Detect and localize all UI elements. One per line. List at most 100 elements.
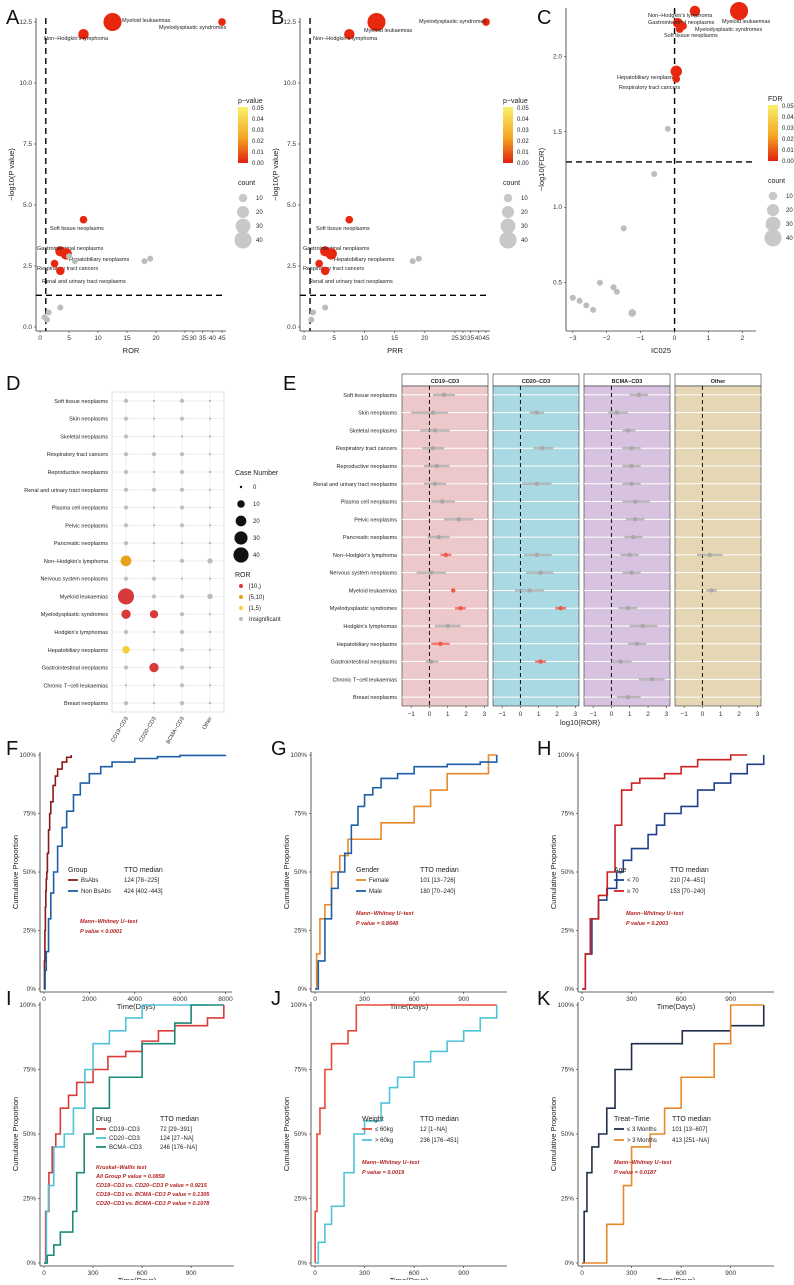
point (79, 215, 88, 224)
point-label: Non−Hodgkin's lymphoma (648, 13, 713, 19)
point (322, 304, 329, 311)
x-tick-label: 25 (181, 335, 189, 342)
estimate-point (629, 446, 634, 451)
x-tick-label: 1 (446, 711, 450, 718)
dot (208, 630, 212, 634)
ror-key (239, 606, 243, 610)
point (672, 75, 681, 83)
dot (179, 647, 185, 652)
ror-key (239, 584, 243, 588)
series-line (43, 755, 73, 990)
legend-median-title: TTO median (670, 867, 709, 874)
point (320, 266, 330, 276)
y-tick-label: 0.0 (23, 324, 32, 331)
ror-legend-title: ROR (235, 572, 251, 579)
dot (151, 452, 157, 457)
size-key (503, 193, 513, 203)
colorbar-tick: 0.04 (252, 117, 264, 123)
facet-panel (674, 385, 762, 707)
size-legend-title: count (503, 180, 520, 187)
size-key-label: 30 (256, 224, 263, 230)
dot (179, 487, 185, 492)
x-tick-label: 2000 (82, 996, 97, 1003)
facet-title: Other (711, 379, 727, 385)
legend-title: Group (68, 867, 88, 874)
y-axis-title: Cumulative Proportion (282, 835, 291, 909)
series-line (582, 1005, 765, 1264)
x-tick-label: 45 (482, 335, 490, 342)
y-tick-label: 2.5 (23, 263, 32, 270)
point (729, 1, 749, 21)
x-tick-label: −1 (680, 711, 688, 718)
legend-series-median: 236 [176−451] (420, 1138, 459, 1144)
col-label: Other (202, 716, 214, 731)
point (45, 309, 52, 316)
row-label: Pancreatic neoplasms (54, 541, 108, 547)
size-key-label: 40 (256, 238, 263, 244)
p-value: P value = 0.0187 (614, 1170, 657, 1176)
size-key (768, 191, 778, 201)
test-name: Mann−Whitney U−test (356, 911, 415, 917)
x-tick-label: 1 (537, 711, 541, 718)
colorbar-tick: 0.05 (782, 104, 794, 110)
y-tick-label: 2.5 (287, 263, 296, 270)
size-key (500, 218, 516, 234)
x-tick-label: 0 (313, 1270, 317, 1277)
panel-f: 0% 25% 50% 75% 100% 0 2000 4000 6000 8000 Time(Day… (11, 752, 233, 1011)
estimate-point (636, 392, 642, 398)
legend-series-median: 180 [70−240] (420, 889, 456, 895)
estimate-point (629, 481, 634, 486)
point (409, 258, 416, 265)
row-label: Gastrointestinal neoplasms (42, 666, 109, 672)
row-label: Skin neoplasms (358, 411, 397, 417)
test-name: Mann−Whitney U−test (362, 1160, 421, 1166)
x-tick-label: 300 (88, 1270, 99, 1277)
dot (208, 470, 212, 474)
colorbar (503, 107, 513, 163)
series-line (315, 1005, 498, 1264)
row-label: Pancreatic neoplasms (343, 535, 397, 541)
x-axis-title: Time(Days) (390, 1276, 429, 1280)
panel-label-h: H (537, 738, 551, 760)
x-tick-label: 600 (676, 996, 687, 1003)
series-line (582, 754, 748, 990)
point-label: Hepatobiliary neoplasms (617, 75, 677, 81)
row-label: Plasma cell neoplasms (52, 506, 108, 512)
dot (149, 610, 159, 619)
y-tick-label: 100% (19, 1002, 36, 1009)
y-tick-label: 7.5 (287, 141, 296, 148)
legend-series-median: 101 [13−726] (420, 878, 456, 884)
estimate-point (432, 481, 438, 486)
x-tick-label: 1 (628, 711, 632, 718)
point (78, 28, 89, 40)
y-tick-label: 0.5 (553, 280, 562, 287)
pairwise-p-value: CD19−CD3 vs. CD20−CD3 P value = 0.9215 (96, 1183, 208, 1189)
dot (123, 505, 129, 510)
point (103, 12, 122, 32)
x-tick-label: 0 (302, 335, 306, 342)
point (610, 284, 617, 291)
row-label: Nervous system neoplasms (329, 571, 397, 577)
x-tick-label: −1 (637, 335, 645, 342)
size-key (233, 547, 249, 563)
row-label: Chronic T−cell leukaemias (332, 677, 397, 683)
colorbar-tick: 0.00 (517, 161, 529, 167)
estimate-point (640, 623, 645, 629)
y-tick-label: 0% (298, 1260, 308, 1267)
series-line (315, 755, 498, 990)
colorbar-tick: 0.02 (782, 137, 794, 143)
panel-label-k: K (537, 988, 551, 1010)
x-axis-title: IC025 (651, 346, 671, 355)
x-axis-title: PRR (387, 346, 403, 355)
ror-key-label: [1,5) (249, 606, 261, 612)
y-tick-label: 50% (294, 869, 307, 876)
point (218, 18, 226, 26)
ror-key-label: [10,) (249, 584, 261, 590)
point (689, 5, 701, 17)
y-tick-label: 0% (565, 1260, 575, 1267)
size-key-label: 0 (253, 485, 257, 491)
x-tick-label: 600 (676, 1270, 687, 1277)
point (367, 12, 386, 32)
x-tick-label: 0 (519, 711, 523, 718)
point-label: Renal and urinary tract neoplasms (42, 279, 126, 285)
